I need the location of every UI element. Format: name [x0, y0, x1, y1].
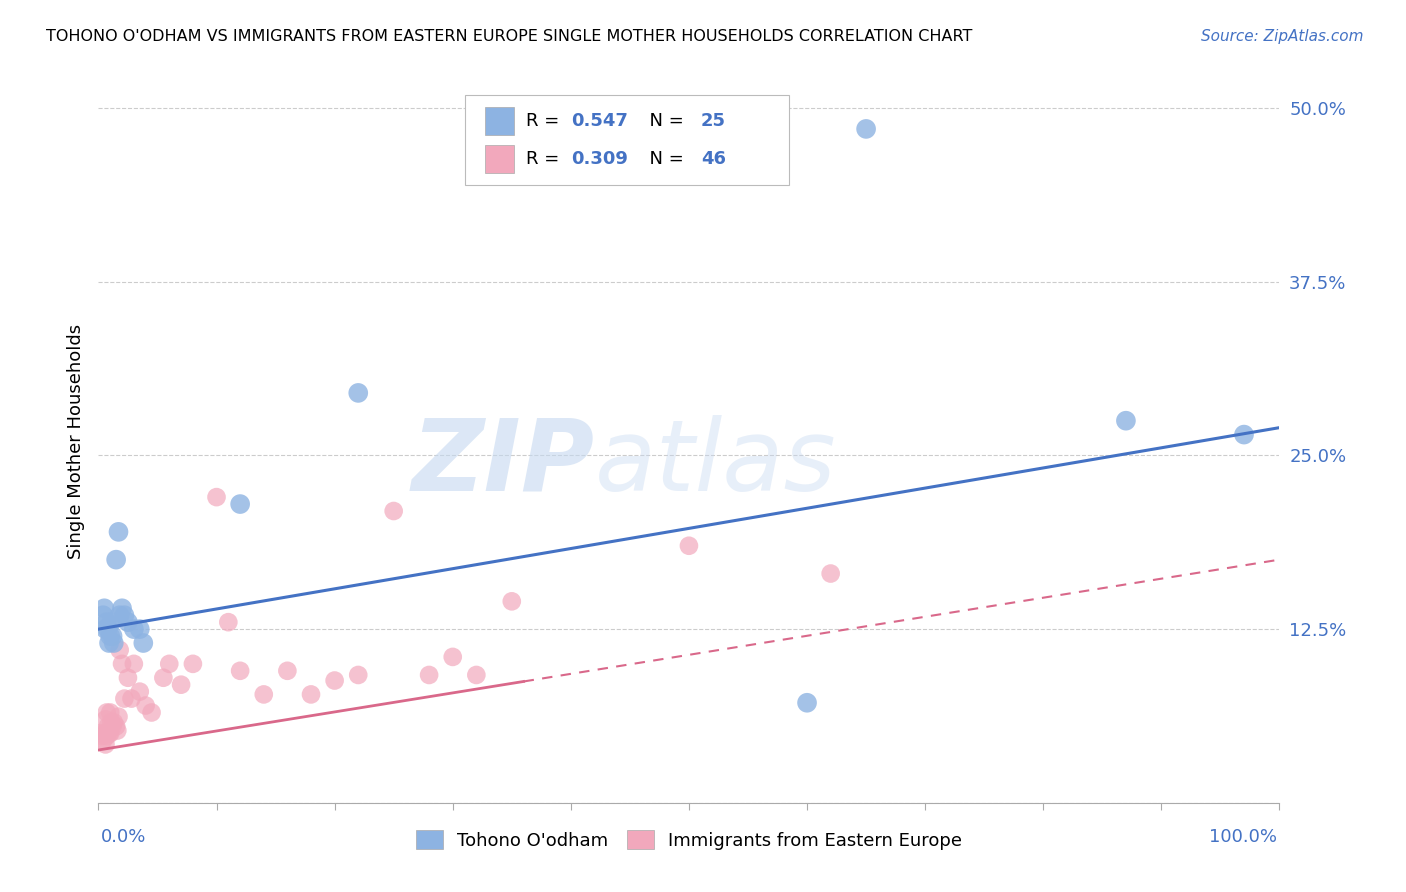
Text: ZIP: ZIP [412, 415, 595, 512]
Point [121, 691, 143, 706]
Point [678, 539, 700, 553]
Point [94, 713, 117, 727]
Text: N =: N = [638, 150, 690, 168]
Point [111, 657, 134, 671]
Point [217, 615, 239, 630]
FancyBboxPatch shape [464, 95, 789, 185]
Point [205, 490, 228, 504]
Point [91, 733, 114, 747]
Point [229, 497, 252, 511]
Point [347, 668, 370, 682]
FancyBboxPatch shape [485, 107, 515, 135]
Point [98, 636, 121, 650]
Point [441, 649, 464, 664]
Text: 0.0%: 0.0% [101, 828, 146, 846]
Point [105, 723, 128, 738]
Point [98, 726, 121, 740]
Legend: Tohono O'odham, Immigrants from Eastern Europe: Tohono O'odham, Immigrants from Eastern … [411, 825, 967, 855]
Point [90, 726, 112, 740]
Point [347, 385, 370, 400]
Point [103, 715, 125, 730]
Point [181, 657, 204, 671]
Point [97, 622, 120, 636]
Point [96, 729, 118, 743]
Point [122, 657, 145, 671]
Point [132, 636, 155, 650]
Point [141, 706, 163, 720]
Point [107, 709, 129, 723]
Point [94, 738, 117, 752]
Point [96, 615, 118, 630]
Point [96, 706, 118, 720]
Point [100, 615, 122, 630]
Point [105, 719, 128, 733]
Point [299, 687, 322, 701]
Text: 100.0%: 100.0% [1209, 828, 1277, 846]
Point [103, 636, 125, 650]
Point [108, 608, 131, 623]
Point [122, 622, 145, 636]
Point [112, 608, 135, 623]
Text: R =: R = [526, 150, 565, 168]
Text: R =: R = [526, 112, 565, 129]
Point [117, 671, 139, 685]
Point [229, 664, 252, 678]
Text: 46: 46 [700, 150, 725, 168]
Point [418, 668, 440, 682]
Point [93, 601, 115, 615]
Point [117, 615, 139, 630]
Point [382, 504, 405, 518]
Y-axis label: Single Mother Households: Single Mother Households [66, 324, 84, 559]
Point [820, 566, 842, 581]
Point [855, 122, 877, 136]
Point [101, 719, 124, 733]
Text: 25: 25 [700, 112, 725, 129]
Point [152, 671, 174, 685]
Point [93, 726, 115, 740]
Point [465, 668, 488, 682]
Point [98, 629, 121, 643]
Point [91, 608, 114, 623]
Text: 0.309: 0.309 [571, 150, 627, 168]
Point [112, 691, 135, 706]
Point [323, 673, 346, 688]
Point [98, 706, 121, 720]
Point [1233, 427, 1256, 442]
Point [796, 696, 818, 710]
Text: TOHONO O'ODHAM VS IMMIGRANTS FROM EASTERN EUROPE SINGLE MOTHER HOUSEHOLDS CORREL: TOHONO O'ODHAM VS IMMIGRANTS FROM EASTER… [46, 29, 973, 44]
Point [135, 698, 157, 713]
Point [111, 601, 134, 615]
Point [91, 729, 114, 743]
Point [94, 622, 117, 636]
Point [108, 643, 131, 657]
Text: atlas: atlas [595, 415, 837, 512]
Point [276, 664, 298, 678]
Point [157, 657, 180, 671]
Point [170, 678, 193, 692]
Point [97, 719, 120, 733]
Point [101, 629, 124, 643]
Point [105, 552, 128, 566]
FancyBboxPatch shape [485, 145, 515, 173]
Point [1115, 414, 1137, 428]
Point [100, 715, 122, 730]
Point [253, 687, 276, 701]
Point [501, 594, 523, 608]
Point [128, 622, 150, 636]
Text: Source: ZipAtlas.com: Source: ZipAtlas.com [1201, 29, 1364, 44]
Point [107, 524, 129, 539]
Point [98, 726, 121, 740]
Point [128, 684, 150, 698]
Text: 0.547: 0.547 [571, 112, 627, 129]
Text: N =: N = [638, 112, 690, 129]
